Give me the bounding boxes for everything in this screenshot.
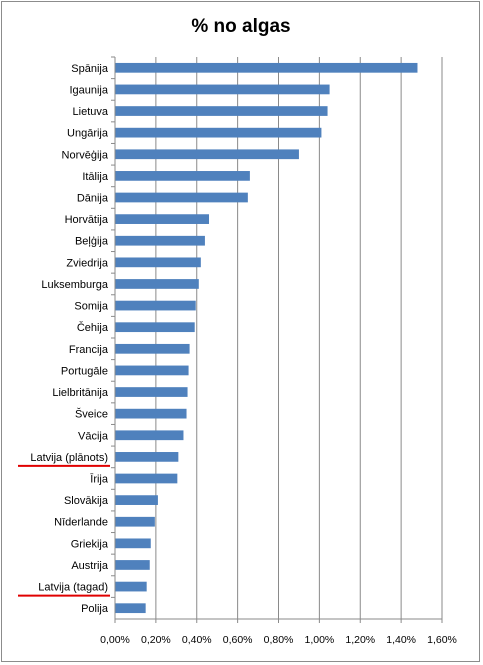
- x-tick-label: 0,00%: [100, 634, 130, 646]
- bar: [115, 322, 195, 333]
- category-label: Lietuva: [73, 106, 109, 118]
- category-labels: Spānija Igaunija Lietuva Ungārija Norvēģija I…: [30, 63, 109, 615]
- category-label: Austrija: [71, 560, 109, 572]
- bar: [115, 473, 178, 484]
- x-tick-label: 1,20%: [345, 634, 375, 646]
- category-label: Francija: [69, 344, 109, 356]
- bar: [115, 603, 146, 614]
- x-tick-label: 1,40%: [386, 634, 416, 646]
- category-label: Ungārija: [67, 128, 109, 140]
- bar: [115, 408, 187, 419]
- bar: [115, 560, 150, 570]
- x-tick-label: 0,80%: [264, 634, 294, 646]
- x-tick-label: 1,60%: [427, 634, 457, 646]
- bar: [115, 516, 155, 527]
- category-label: Igaunija: [69, 84, 108, 96]
- x-tick-label: 0,60%: [223, 634, 253, 646]
- bar: [115, 495, 158, 505]
- bar: [115, 430, 184, 441]
- x-tick-label: 1,00%: [304, 634, 334, 646]
- category-label: Spānija: [71, 63, 109, 75]
- category-label: Beļģija: [75, 235, 109, 248]
- bar: [115, 387, 188, 397]
- gridlines: [155, 57, 443, 619]
- x-tick-label: 0,20%: [141, 634, 171, 646]
- bar: [115, 84, 330, 95]
- bar: [115, 279, 199, 289]
- category-label: Portugāle: [61, 365, 108, 377]
- category-label: Latvija (tagad): [38, 582, 108, 594]
- category-label: Īrija: [90, 474, 109, 486]
- category-label: Vācija: [78, 430, 109, 442]
- bar: [115, 343, 190, 354]
- x-tick-labels: 0,00% 0,20% 0,40% 0,60% 0,80% 1,00% 1,20% 1,40%…: [100, 634, 457, 646]
- axes: [111, 56, 443, 623]
- bar: [115, 62, 418, 73]
- bar: [115, 581, 147, 592]
- x-tick-label: 0,40%: [182, 634, 212, 646]
- category-label: Polija: [81, 603, 109, 615]
- bar: [115, 214, 210, 224]
- category-label: Zviedrija: [66, 257, 108, 269]
- bar: [115, 365, 189, 376]
- category-label: Šveice: [75, 408, 108, 421]
- bar: [115, 171, 250, 181]
- bar: [115, 149, 299, 160]
- highlight-underlines: [18, 464, 110, 597]
- category-label: Somija: [74, 301, 109, 313]
- category-label: Latvija (plānots): [30, 452, 108, 464]
- bar: [115, 452, 179, 462]
- category-label: Luksemburga: [41, 279, 109, 291]
- chart-title: % no algas: [191, 16, 290, 37]
- category-label: Norvēģija: [62, 148, 109, 161]
- category-label: Slovākija: [64, 495, 109, 507]
- category-label: Čehija: [77, 321, 109, 334]
- category-label: Itālija: [82, 171, 109, 183]
- bar: [115, 235, 205, 246]
- category-label: Horvātija: [65, 214, 109, 226]
- bars: [115, 62, 418, 614]
- bar: [115, 106, 328, 116]
- category-label: Dānija: [77, 193, 109, 205]
- category-label: Nīderlande: [54, 517, 108, 529]
- bar: [115, 127, 322, 138]
- bar: [115, 257, 201, 268]
- bar: [115, 192, 248, 203]
- bar: [115, 538, 151, 549]
- bar: [115, 300, 196, 311]
- category-label: Griekija: [71, 538, 109, 550]
- category-label: Lielbritānija: [52, 387, 109, 399]
